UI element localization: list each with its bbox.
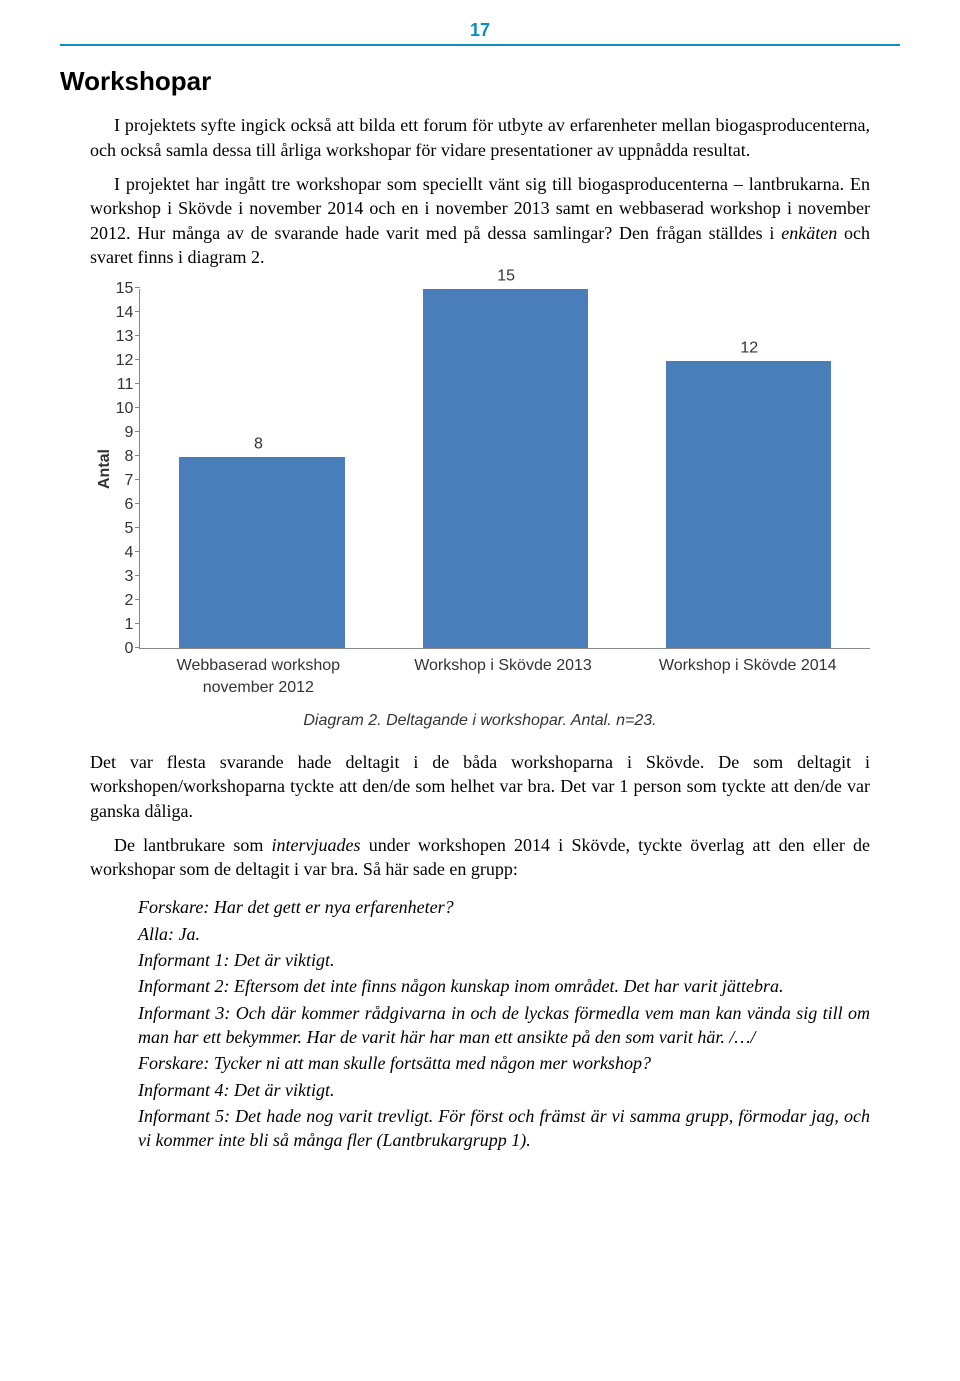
quote-line: Informant 1: Det är viktigt. xyxy=(138,948,870,972)
header-rule xyxy=(60,44,900,46)
quote-line: Informant 5: Det hade nog varit trevligt… xyxy=(138,1104,870,1153)
paragraph-workshops: I projektet har ingått tre workshopar so… xyxy=(90,172,870,269)
y-tick-label: 10 xyxy=(116,401,134,417)
bar-rect: 15 xyxy=(423,289,588,648)
y-tick-label: 3 xyxy=(124,569,133,585)
y-tick-label: 0 xyxy=(124,641,133,657)
y-axis-label: Antal xyxy=(90,289,116,649)
bar-column: 15 xyxy=(384,289,627,648)
y-axis-ticks: 1514131211109876543210 xyxy=(116,289,140,649)
bar-rect: 8 xyxy=(179,457,344,648)
paragraph-intro: I projektets syfte ingick också att bild… xyxy=(90,113,870,162)
quote-line: Forskare: Tycker ni att man skulle forts… xyxy=(138,1051,870,1075)
page-number: 17 xyxy=(0,0,960,44)
section-title: Workshopar xyxy=(60,64,870,99)
bar-rect: 12 xyxy=(666,361,831,648)
y-tick-label: 1 xyxy=(124,617,133,633)
y-tick-label: 8 xyxy=(124,449,133,465)
chart-container: Antal 1514131211109876543210 81512 Webba… xyxy=(90,289,870,732)
y-tick-label: 2 xyxy=(124,593,133,609)
y-tick-label: 14 xyxy=(116,305,134,321)
quote-line: Informant 3: Och där kommer rådgivarna i… xyxy=(138,1001,870,1050)
x-tick-label: Workshop i Skövde 2013 xyxy=(381,655,626,698)
quote-line: Forskare: Har det gett er nya erfarenhet… xyxy=(138,895,870,919)
x-tick-label: Workshop i Skövde 2014 xyxy=(625,655,870,698)
para4-italic: intervjuades xyxy=(272,835,361,855)
y-tick-label: 4 xyxy=(124,545,133,561)
paragraph-results-1: Det var flesta svarande hade deltagit i … xyxy=(90,750,870,823)
quote-line: Alla: Ja. xyxy=(138,922,870,946)
paragraph-results-2: De lantbrukare som intervjuades under wo… xyxy=(90,833,870,882)
bar-column: 12 xyxy=(627,289,870,648)
y-tick-label: 9 xyxy=(124,425,133,441)
y-tick-label: 15 xyxy=(116,281,134,297)
para4a-text: De lantbrukare som xyxy=(114,835,272,855)
para2a-text: I projektet har ingått tre workshopar so… xyxy=(90,174,870,243)
chart-plot-area: 8 15 12 xyxy=(139,289,870,649)
y-tick-label: 12 xyxy=(116,353,134,369)
y-tick-label: 5 xyxy=(124,521,133,537)
bar-column: 8 xyxy=(140,289,383,648)
chart-caption: Diagram 2. Deltagande i workshopar. Anta… xyxy=(90,710,870,732)
bar-value-label: 8 xyxy=(254,433,263,457)
x-tick-label: Webbaserad workshop november 2012 xyxy=(136,655,381,698)
quote-block: Forskare: Har det gett er nya erfarenhet… xyxy=(138,895,870,1152)
y-tick-label: 7 xyxy=(124,473,133,489)
y-tick-label: 13 xyxy=(116,329,134,345)
page-content: Workshopar I projektets syfte ingick ock… xyxy=(0,64,960,1194)
x-axis-labels: Webbaserad workshop november 2012Worksho… xyxy=(136,655,870,698)
para2-italic: enkäten xyxy=(781,223,837,243)
quote-line: Informant 4: Det är viktigt. xyxy=(138,1078,870,1102)
para1-text: I projektets syfte ingick också att bild… xyxy=(90,115,870,159)
bar-value-label: 15 xyxy=(497,266,515,290)
bar-value-label: 12 xyxy=(740,337,758,361)
y-tick-label: 6 xyxy=(124,497,133,513)
quote-line: Informant 2: Eftersom det inte finns någ… xyxy=(138,974,870,998)
y-tick-label: 11 xyxy=(117,377,134,393)
